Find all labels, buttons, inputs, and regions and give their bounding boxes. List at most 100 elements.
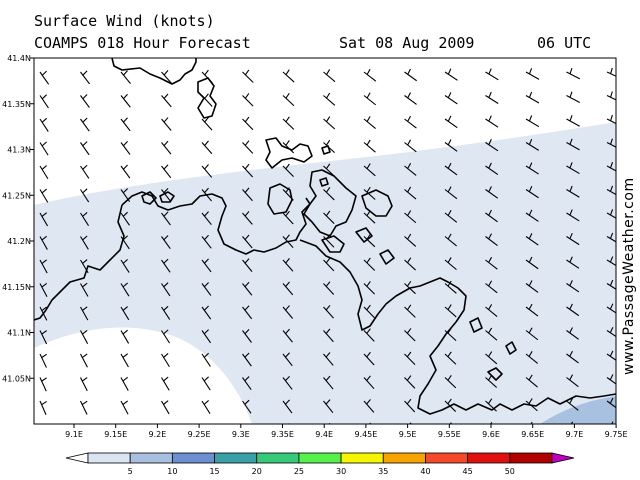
wind-barb-tick	[41, 165, 48, 170]
wind-barb-tick	[569, 350, 573, 357]
colorbar-label: 5	[128, 467, 133, 476]
wind-barb-tick	[609, 397, 614, 404]
wind-barb-tick	[570, 421, 574, 424]
wind-barb	[363, 118, 376, 129]
wind-barb	[39, 236, 48, 250]
wind-barb-tick	[244, 69, 250, 76]
wind-barb-tick	[42, 425, 47, 428]
wind-barb	[161, 71, 172, 84]
wind-barb-tick	[406, 375, 412, 381]
lat-tick-label: 41.15N	[2, 283, 31, 292]
wind-barb-tick	[285, 281, 290, 287]
wind-barb-tick	[447, 186, 452, 193]
wind-barb	[201, 330, 212, 344]
wind-barb	[404, 330, 416, 342]
wind-barb	[606, 400, 616, 409]
wind-barb	[404, 189, 417, 200]
colorbar-segment	[298, 452, 342, 464]
corsica-coast	[111, 58, 197, 85]
wind-barb-tick	[488, 209, 492, 216]
wind-barb	[323, 212, 335, 224]
wind-barb	[485, 400, 497, 412]
wind-barb	[485, 330, 498, 341]
colorbar-label: 35	[378, 467, 388, 476]
wind-barb	[201, 306, 212, 320]
wind-barb-tick	[41, 141, 48, 147]
wind-barb-tick	[528, 162, 533, 169]
wind-barb	[242, 353, 252, 367]
wind-barb	[485, 95, 499, 104]
colorbar-segment	[382, 452, 426, 464]
colorbar-segment	[467, 452, 511, 464]
wind-barb-tick	[530, 421, 533, 424]
wind-barb-tick	[41, 259, 48, 264]
wind-barb	[120, 306, 130, 321]
colorbar-label: 25	[294, 467, 304, 476]
wind-barb-tick	[528, 138, 533, 145]
wind-barb	[242, 377, 252, 391]
wind-barb	[444, 165, 458, 176]
wind-barb	[80, 71, 90, 85]
wind-barb-tick	[609, 279, 614, 286]
wind-barb-tick	[123, 425, 128, 429]
wind-barb	[323, 118, 336, 130]
colorbar-segment	[256, 452, 300, 464]
wind-barb-tick	[528, 256, 533, 263]
wind-barb	[444, 95, 458, 105]
wind-barb	[525, 259, 539, 270]
colorbar-segment	[129, 452, 173, 464]
wind-barb-tick	[489, 421, 493, 424]
wind-barb	[485, 306, 498, 317]
wind-barb-tick	[82, 282, 88, 288]
wind-barb	[242, 236, 253, 249]
wind-barb-tick	[41, 188, 48, 194]
wind-barb-tick	[82, 94, 88, 100]
wind-barb-tick	[244, 93, 250, 99]
wind-barb	[606, 306, 616, 314]
wind-barb-tick	[204, 116, 209, 123]
wind-barb-tick	[41, 283, 47, 288]
wind-barb-tick	[163, 329, 169, 335]
wind-barb-tick	[163, 376, 169, 382]
wind-barb-tick	[528, 115, 533, 122]
wind-barb-tick	[488, 68, 492, 75]
wind-barb	[323, 353, 334, 366]
wind-barb-tick	[406, 280, 412, 287]
wind-barb-tick	[407, 257, 412, 263]
wind-barb	[363, 259, 376, 271]
wind-barb	[120, 283, 130, 297]
wind-barb	[444, 189, 458, 200]
wind-barb	[566, 142, 580, 151]
wind-barb	[282, 259, 294, 272]
wind-barb	[444, 353, 457, 365]
wind-barb-tick	[285, 163, 290, 170]
colorbar-segment	[87, 452, 131, 464]
wind-barb	[80, 212, 89, 226]
wind-barb	[323, 377, 334, 390]
wind-barb	[201, 283, 212, 296]
wind-barb	[404, 142, 417, 153]
wind-barb	[201, 353, 211, 367]
wind-barb-tick	[285, 116, 290, 123]
colorbar-segment	[214, 452, 258, 464]
wind-barb-tick	[163, 353, 169, 358]
wind-barb	[444, 212, 458, 223]
lon-tick-label: 9.25E	[188, 430, 211, 439]
wind-barb-tick	[81, 400, 88, 406]
wind-barb	[525, 330, 539, 341]
colorbar-segment	[171, 452, 215, 464]
wind-barb-tick	[488, 327, 493, 334]
wind-barb	[566, 189, 580, 198]
wind-barb-tick	[407, 186, 412, 193]
wind-barb-tick	[447, 351, 452, 358]
wind-barb	[161, 95, 172, 108]
wind-barb	[485, 165, 499, 175]
wind-barb-tick	[488, 139, 492, 145]
wind-barb-tick	[569, 115, 573, 122]
wind-barb-tick	[41, 377, 47, 382]
wind-barb	[566, 353, 579, 364]
lon-tick-label: 9.6E	[482, 430, 500, 439]
wind-barb-tick	[569, 91, 573, 98]
wind-barb	[39, 283, 48, 298]
wind-barb-tick	[488, 162, 492, 169]
